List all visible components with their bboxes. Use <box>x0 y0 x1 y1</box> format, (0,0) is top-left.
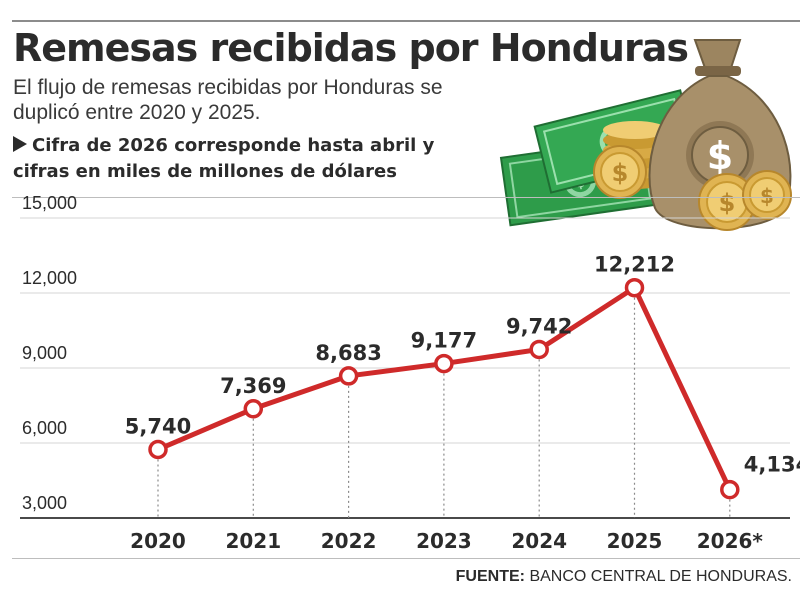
top-rule <box>12 20 800 22</box>
data-point <box>624 277 645 298</box>
chart-title: Remesas recibidas por Honduras <box>13 26 689 70</box>
note-text: Cifra de 2026 corresponde hasta abril y … <box>13 135 435 182</box>
coin-symbol: $ <box>760 184 774 208</box>
data-point <box>243 399 264 419</box>
data-point <box>529 339 549 360</box>
x-tick-label: 2024 <box>511 529 567 553</box>
coin-symbol: $ <box>719 189 736 217</box>
x-tick-label: 2025 <box>607 529 663 553</box>
coin-icon: $ <box>742 170 792 220</box>
coin-icon: $ <box>593 145 647 199</box>
x-tick-label: 2021 <box>225 529 281 553</box>
triangle-bullet-icon <box>13 136 27 152</box>
data-label: 5,740 <box>125 415 191 439</box>
x-tick-label: 2026* <box>697 529 764 553</box>
y-tick-label: 3,000 <box>22 493 67 513</box>
footer-divider <box>12 558 800 559</box>
source-note: FUENTE: BANCO CENTRAL DE HONDURAS. <box>456 568 792 586</box>
data-label: 9,742 <box>506 314 572 338</box>
coin-icon: $ <box>698 173 756 231</box>
data-label: 9,177 <box>411 329 477 353</box>
y-tick-label: 6,000 <box>22 418 67 438</box>
money-illustration: $ $ <box>499 39 792 231</box>
data-label: 8,683 <box>315 341 381 365</box>
y-tick-label: 12,000 <box>22 268 77 288</box>
x-tick-label: 2023 <box>416 529 472 553</box>
x-tick-label: 2022 <box>321 529 377 553</box>
data-point <box>338 366 359 386</box>
data-label: 7,369 <box>220 374 286 398</box>
data-point <box>720 479 740 500</box>
source-text: BANCO CENTRAL DE HONDURAS. <box>529 568 792 585</box>
coin-symbol: $ <box>612 159 629 187</box>
header-divider <box>12 197 800 198</box>
data-label: 12,212 <box>594 253 675 277</box>
y-tick-label: 9,000 <box>22 343 67 363</box>
chart-note: Cifra de 2026 corresponde hasta abril y … <box>13 133 473 185</box>
data-label: 4,134 <box>744 453 800 477</box>
chart-subtitle: El flujo de remesas recibidas por Hondur… <box>13 76 443 124</box>
x-tick-label: 2020 <box>130 529 186 553</box>
bag-symbol: $ <box>707 134 733 178</box>
source-label: FUENTE: <box>455 568 525 585</box>
data-point <box>148 439 168 460</box>
y-tick-label: 15,000 <box>22 193 77 213</box>
data-point <box>434 353 454 374</box>
